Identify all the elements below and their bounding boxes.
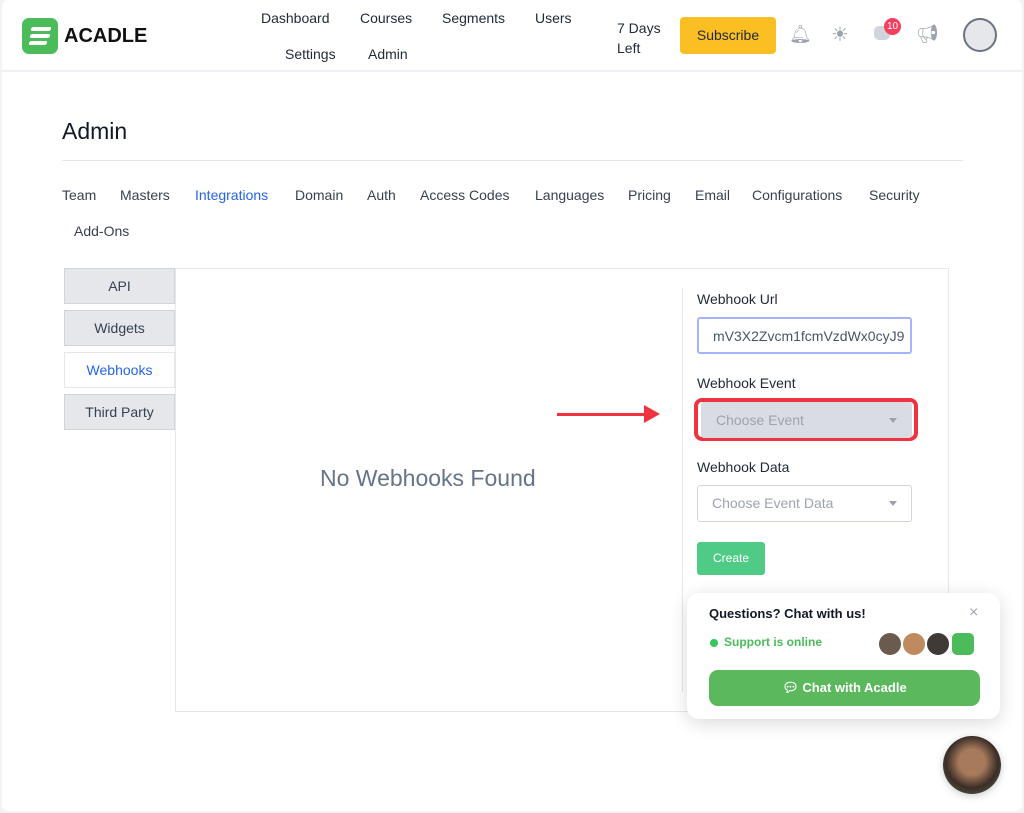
- event-placeholder: Choose Event: [716, 412, 804, 428]
- divider: [62, 160, 963, 161]
- webhook-event-label: Webhook Event: [697, 375, 796, 391]
- nav-admin[interactable]: Admin: [368, 46, 408, 62]
- webhook-data-select[interactable]: Choose Event Data: [697, 485, 912, 522]
- nav-dashboard[interactable]: Dashboard: [261, 10, 330, 26]
- brand-name: ACADLE: [64, 25, 148, 47]
- arrow-icon: [557, 413, 647, 416]
- tab-pricing[interactable]: Pricing: [628, 187, 671, 203]
- create-button[interactable]: Create: [697, 542, 765, 575]
- online-dot-icon: [710, 639, 718, 647]
- trial-left: Left: [617, 40, 641, 56]
- form-divider: [682, 288, 683, 692]
- nav-users[interactable]: Users: [535, 10, 572, 26]
- chat-launcher-avatar[interactable]: [943, 736, 1001, 794]
- trial-days: 7 Days: [617, 20, 661, 36]
- webhook-data-label: Webhook Data: [697, 459, 790, 475]
- tab-add-ons[interactable]: Add-Ons: [74, 223, 130, 239]
- bell-icon[interactable]: 🔔︎: [789, 24, 812, 44]
- tab-configurations[interactable]: Configurations: [752, 187, 843, 203]
- data-placeholder: Choose Event Data: [712, 495, 834, 511]
- webhook-event-select[interactable]: Choose Event: [701, 402, 912, 438]
- top-header: ACADLE Dashboard Courses Segments Users …: [2, 0, 1022, 72]
- sidebar-item-api[interactable]: API: [64, 268, 175, 304]
- tab-domain[interactable]: Domain: [295, 187, 344, 203]
- nav-courses[interactable]: Courses: [360, 10, 413, 26]
- sidebar-item-third-party[interactable]: Third Party: [64, 394, 175, 430]
- page-title: Admin: [62, 118, 128, 144]
- notification-badge: 10: [884, 18, 901, 35]
- close-icon[interactable]: ×: [969, 604, 979, 621]
- avatar[interactable]: [963, 18, 997, 52]
- acadle-logo-icon[interactable]: [22, 18, 58, 54]
- tab-email[interactable]: Email: [695, 187, 731, 203]
- empty-state-text: No Webhooks Found: [320, 465, 536, 491]
- tab-security[interactable]: Security: [869, 187, 920, 203]
- highlight-box: [694, 398, 918, 441]
- agent-avatar: [925, 631, 951, 657]
- acadle-logo-icon: [950, 631, 976, 657]
- chat-widget: Questions? Chat with us! × Support is on…: [687, 593, 1000, 719]
- support-status: Support is online: [724, 635, 822, 649]
- webhooks-panel: [175, 268, 949, 712]
- caret-down-icon: [889, 501, 897, 510]
- caret-down-icon: [889, 418, 897, 427]
- speech-bubble-icon: 💬︎: [782, 680, 803, 695]
- sidebar-item-webhooks[interactable]: Webhooks: [64, 352, 175, 388]
- tab-auth[interactable]: Auth: [367, 187, 396, 203]
- tab-languages[interactable]: Languages: [535, 187, 605, 203]
- tab-integrations[interactable]: Integrations: [195, 187, 269, 203]
- nav-settings[interactable]: Settings: [285, 46, 336, 62]
- megaphone-icon[interactable]: 📢︎: [916, 24, 939, 44]
- nav-segments[interactable]: Segments: [442, 10, 506, 26]
- agent-avatar: [877, 631, 903, 657]
- webhook-url-input[interactable]: mV3X2Zvcm1fcmVzdWx0cyJ9: [697, 317, 912, 354]
- agent-avatar: [901, 631, 927, 657]
- sun-icon[interactable]: ☀︎: [831, 24, 849, 46]
- webhook-url-label: Webhook Url: [697, 291, 778, 307]
- tab-team[interactable]: Team: [62, 187, 97, 203]
- subscribe-button[interactable]: Subscribe: [680, 17, 776, 54]
- chat-with-acadle-button[interactable]: 💬︎ Chat with Acadle: [709, 670, 980, 706]
- arrow-head-icon: [644, 405, 669, 423]
- chat-button-label: Chat with Acadle: [802, 680, 907, 695]
- chat-title: Questions? Chat with us!: [709, 606, 866, 621]
- sidebar-item-widgets[interactable]: Widgets: [64, 310, 175, 346]
- tab-access-codes[interactable]: Access Codes: [420, 187, 510, 203]
- tab-masters[interactable]: Masters: [120, 187, 170, 203]
